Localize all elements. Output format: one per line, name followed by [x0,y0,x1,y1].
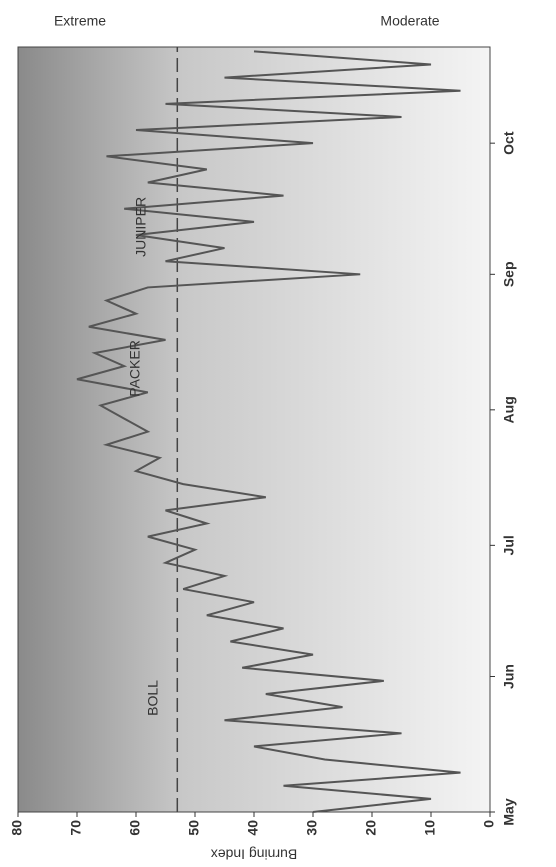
y-tick-label: 80 [9,820,25,836]
annotation: JUNIPER [133,197,149,257]
y-tick-label: 50 [186,820,202,836]
scale-label: Moderate [380,13,439,29]
y-tick-label: 70 [68,820,84,836]
plot-area [17,46,491,813]
x-tick-label: May [501,798,517,825]
scale-label: Extreme [54,13,106,29]
y-tick-label: 20 [363,820,379,836]
x-tick-label: Oct [501,131,517,155]
x-tick-label: Jul [501,535,517,555]
x-tick-label: Jun [501,664,517,689]
y-tick-label: 60 [127,820,143,836]
y-axis-title: Burning Index [211,846,297,862]
annotation: BOLL [144,680,160,716]
x-tick-label: Sep [501,261,517,287]
y-tick-label: 30 [304,820,320,836]
y-tick-label: 40 [245,820,261,836]
data-line [76,50,461,813]
x-tick-label: Aug [501,396,517,423]
annotation: PACKER [127,340,143,397]
y-tick-label: 0 [481,820,497,828]
y-tick-label: 10 [422,820,438,836]
